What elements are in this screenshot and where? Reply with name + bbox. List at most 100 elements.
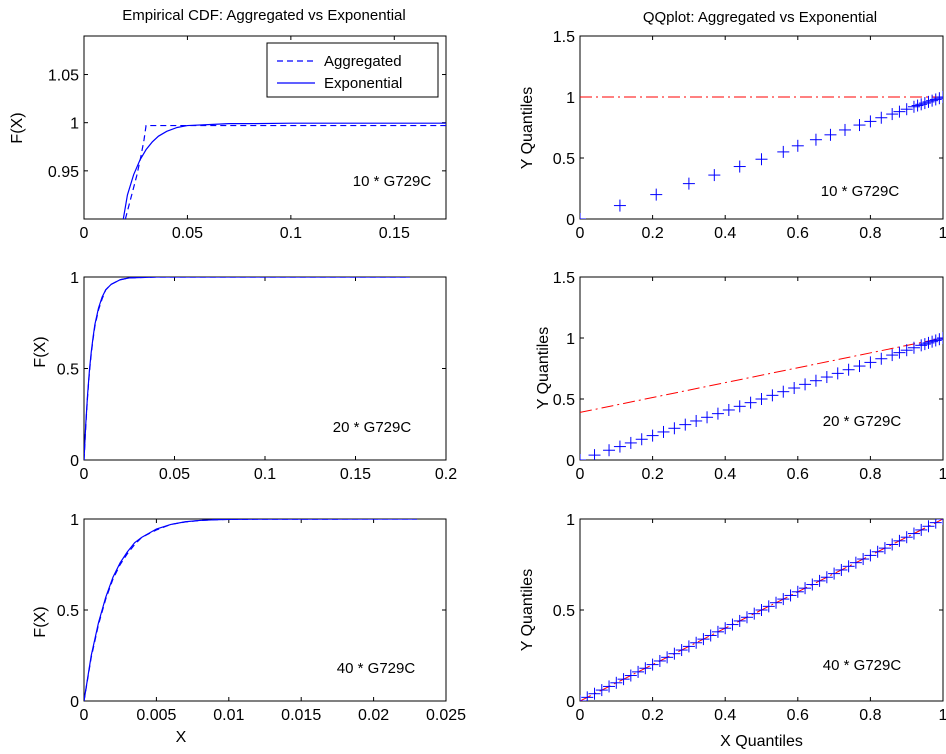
data-point xyxy=(690,636,703,649)
data-point xyxy=(646,429,659,442)
data-point xyxy=(668,422,681,435)
x-tick-label: 0.8 xyxy=(859,707,881,724)
chart-title: QQplot: Aggregated vs Exponential xyxy=(643,9,877,26)
x-tick-label: 0.1 xyxy=(254,466,276,483)
data-point xyxy=(799,378,812,391)
data-point xyxy=(875,352,888,365)
x-tick-label: 1 xyxy=(939,225,946,242)
data-point xyxy=(784,589,797,602)
data-point xyxy=(809,374,822,387)
data-point xyxy=(617,673,630,686)
x-axis-label: X Quantiles xyxy=(720,733,803,750)
axes-box xyxy=(83,276,447,461)
data-point xyxy=(777,593,790,606)
x-tick-label: 0.02 xyxy=(358,707,389,724)
x-tick-label: 0.2 xyxy=(641,225,663,242)
data-point xyxy=(871,545,884,558)
x-tick-label: 0.025 xyxy=(426,707,466,724)
plot-area xyxy=(84,519,418,701)
y-tick-label: 0.5 xyxy=(553,151,575,168)
data-point xyxy=(929,519,942,529)
data-point xyxy=(744,396,757,409)
data-point xyxy=(646,658,659,671)
data-point xyxy=(828,567,841,580)
data-point xyxy=(740,611,753,624)
data-point xyxy=(733,400,746,413)
data-point xyxy=(755,153,768,166)
data-point xyxy=(933,92,943,105)
data-point xyxy=(635,433,648,446)
plot-area xyxy=(580,519,943,701)
plot-area xyxy=(84,277,410,460)
panel-annotation: 40 * G729C xyxy=(823,657,902,674)
data-point xyxy=(886,538,899,551)
x-tick-label: 1 xyxy=(939,707,946,724)
x-tick-label: 0.01 xyxy=(213,707,244,724)
y-axis-label: Y Quantiles xyxy=(535,327,552,409)
x-tick-label: 0.2 xyxy=(641,466,663,483)
data-point xyxy=(726,618,739,631)
y-tick-label: 0 xyxy=(70,694,79,711)
data-point xyxy=(581,691,594,701)
panel-cdf40: 0 0.005 0.01 0.015 0.02 0.025 0 0.5 1 F(X) X 40 * G… xyxy=(32,512,466,746)
data-point xyxy=(624,436,637,449)
data-point xyxy=(650,188,663,201)
data-point xyxy=(824,128,837,141)
data-point xyxy=(853,360,866,373)
y-axis-label: F(X) xyxy=(32,606,49,637)
data-point xyxy=(701,411,714,424)
plot-area xyxy=(122,122,446,219)
data-point xyxy=(893,105,906,118)
data-point xyxy=(624,669,637,682)
legend-label-aggregated: Aggregated xyxy=(324,53,402,70)
x-tick-label: 0.05 xyxy=(172,225,203,242)
data-point xyxy=(842,363,855,376)
data-point xyxy=(864,356,877,369)
data-point xyxy=(722,403,735,416)
x-tick-label: 0.1 xyxy=(280,225,302,242)
y-axis-label: Y Quantiles xyxy=(519,569,536,651)
data-point xyxy=(733,160,746,173)
data-point xyxy=(864,549,877,562)
y-tick-label: 1.5 xyxy=(553,29,575,46)
data-point xyxy=(719,622,732,635)
data-point xyxy=(937,91,943,103)
y-tick-label: 1 xyxy=(566,331,575,348)
x-tick-label: 0.6 xyxy=(787,225,809,242)
data-point xyxy=(755,393,768,405)
y-tick-label: 0 xyxy=(566,212,575,229)
y-tick-label: 1.5 xyxy=(553,270,575,287)
data-point xyxy=(900,344,913,357)
data-point xyxy=(864,115,877,128)
x-tick-label: 0 xyxy=(80,466,89,483)
panel-qq40: 0 0.2 0.4 0.6 0.8 1 0 0.5 1 Y Quantiles X Quantile… xyxy=(519,512,946,750)
axes-box xyxy=(579,35,944,220)
data-point xyxy=(922,520,935,533)
panel-annotation: 40 * G729C xyxy=(337,660,416,677)
x-tick-label: 0 xyxy=(576,466,585,483)
data-point xyxy=(595,684,608,697)
panel-qq10: 0 0.2 0.4 0.6 0.8 1 0 0.5 1 1.5 QQplot: Aggregated… xyxy=(519,9,946,242)
x-tick-label: 0.15 xyxy=(340,466,371,483)
data-point xyxy=(675,644,688,657)
x-tick-label: 0.4 xyxy=(714,466,736,483)
data-point xyxy=(806,578,819,591)
series-line-exponential xyxy=(122,122,446,219)
x-tick-label: 0 xyxy=(576,707,585,724)
x-tick-label: 0 xyxy=(80,225,89,242)
data-point xyxy=(886,108,899,121)
data-point xyxy=(755,604,768,616)
data-point xyxy=(682,640,695,653)
data-point xyxy=(900,103,913,116)
y-tick-label: 0.5 xyxy=(553,392,575,409)
data-point xyxy=(762,600,775,613)
data-point xyxy=(842,560,855,573)
x-tick-label: 0.6 xyxy=(787,707,809,724)
y-axis-label: Y Quantiles xyxy=(519,87,536,169)
data-point xyxy=(711,625,724,638)
data-point xyxy=(690,414,703,427)
legend: Aggregated Exponential xyxy=(266,42,439,98)
x-tick-label: 1 xyxy=(939,466,946,483)
data-point xyxy=(733,614,746,627)
data-point xyxy=(704,629,717,642)
